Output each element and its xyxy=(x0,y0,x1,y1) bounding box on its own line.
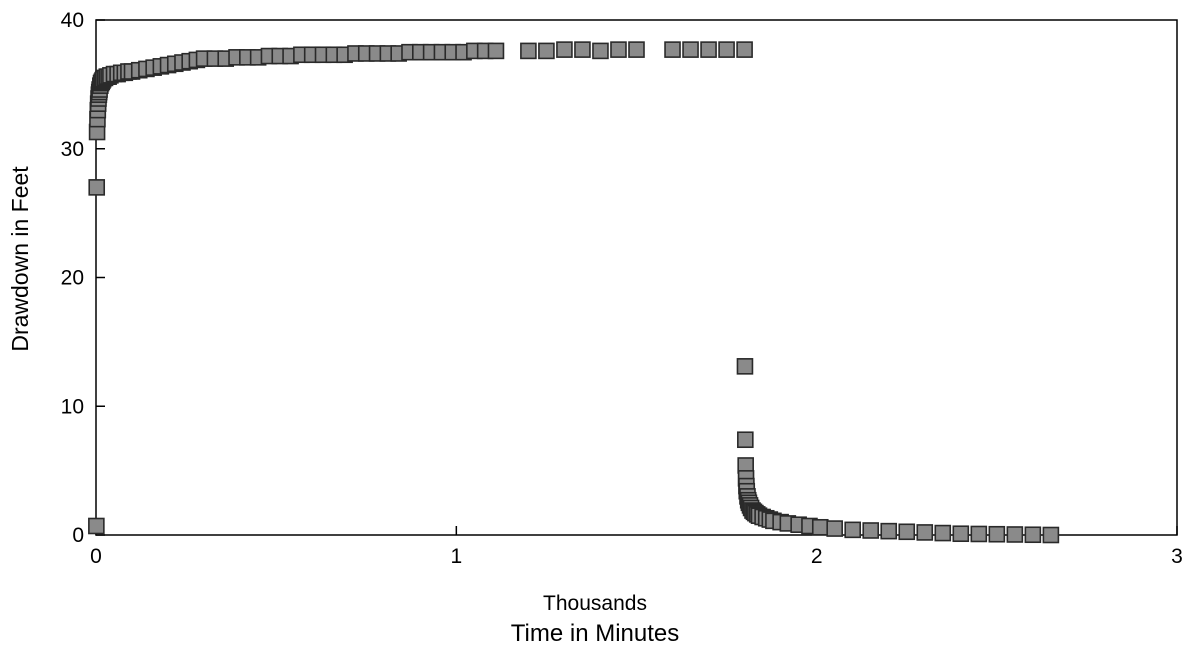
data-point xyxy=(556,41,573,58)
y-tick-label: 20 xyxy=(61,267,84,290)
x-tick-label: 3 xyxy=(1171,545,1183,568)
data-point xyxy=(538,42,555,60)
x-tick-label: 0 xyxy=(90,545,102,568)
y-tick-label: 30 xyxy=(61,138,84,161)
data-point xyxy=(737,431,754,449)
data-point xyxy=(880,522,898,540)
data-point xyxy=(574,41,591,58)
y-tick-label: 40 xyxy=(61,9,84,32)
data-point xyxy=(736,358,754,375)
data-point xyxy=(88,179,106,196)
data-point xyxy=(487,42,505,60)
data-point xyxy=(736,41,753,58)
plot-frame xyxy=(95,19,1178,536)
data-point xyxy=(988,525,1006,543)
data-point xyxy=(826,520,843,537)
data-point xyxy=(844,521,862,539)
y-axis-title: Drawdown in Feet xyxy=(7,166,33,352)
data-point xyxy=(811,518,829,536)
data-point xyxy=(1024,526,1042,544)
data-point xyxy=(916,524,934,541)
data-point xyxy=(952,525,970,543)
data-point xyxy=(1042,526,1060,544)
data-point xyxy=(718,41,735,58)
data-point xyxy=(970,525,988,543)
data-point xyxy=(88,517,105,535)
data-point xyxy=(610,41,627,58)
data-point xyxy=(700,41,717,58)
x-axis-multiplier-label: Thousands xyxy=(543,592,647,615)
data-point xyxy=(934,524,952,542)
data-point xyxy=(862,522,880,539)
data-point xyxy=(1006,526,1024,543)
data-point xyxy=(520,42,537,60)
y-tick-label: 10 xyxy=(61,395,84,418)
data-point xyxy=(628,41,645,58)
y-axis-ticks: 0 10 20 30 40 xyxy=(61,9,105,547)
data-point xyxy=(664,41,681,58)
x-tick-label: 1 xyxy=(450,545,462,568)
data-point xyxy=(898,523,916,541)
plot-area-border xyxy=(95,19,1178,536)
data-point xyxy=(682,41,699,58)
data-point xyxy=(592,42,609,60)
y-tick-label: 0 xyxy=(72,524,84,547)
data-points xyxy=(88,41,1060,544)
x-tick-label: 2 xyxy=(811,545,823,568)
x-axis-title: Time in Minutes xyxy=(511,620,680,647)
